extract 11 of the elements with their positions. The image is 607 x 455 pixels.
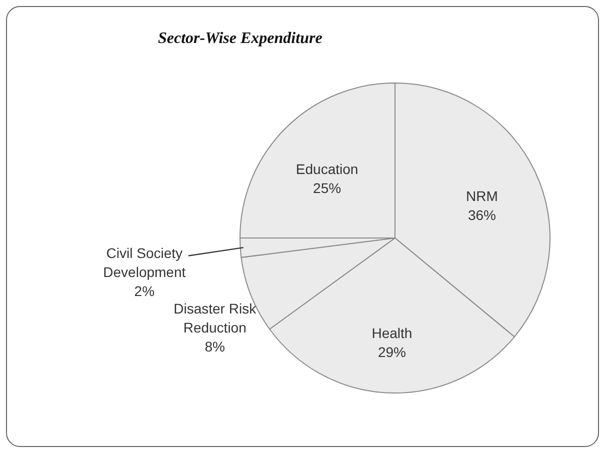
slice-label: Civil Society Development [103,244,186,280]
slice-label: Education [296,161,358,178]
slice-label: Disaster Risk Reduction [174,300,258,336]
data-label: 2% [134,282,155,299]
data-label: 8% [204,338,225,354]
data-label: 29% [378,344,406,360]
data-label: 36% [468,207,496,224]
slice-label: NRM [466,188,498,204]
slice-label: Health [372,325,412,342]
data-label: 25% [313,180,342,196]
chart-title: Sector-Wise Expenditure [158,30,322,47]
